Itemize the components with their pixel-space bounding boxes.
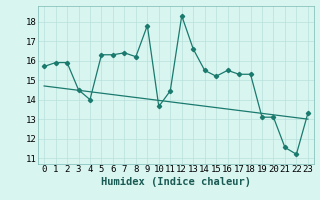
- X-axis label: Humidex (Indice chaleur): Humidex (Indice chaleur): [101, 177, 251, 187]
